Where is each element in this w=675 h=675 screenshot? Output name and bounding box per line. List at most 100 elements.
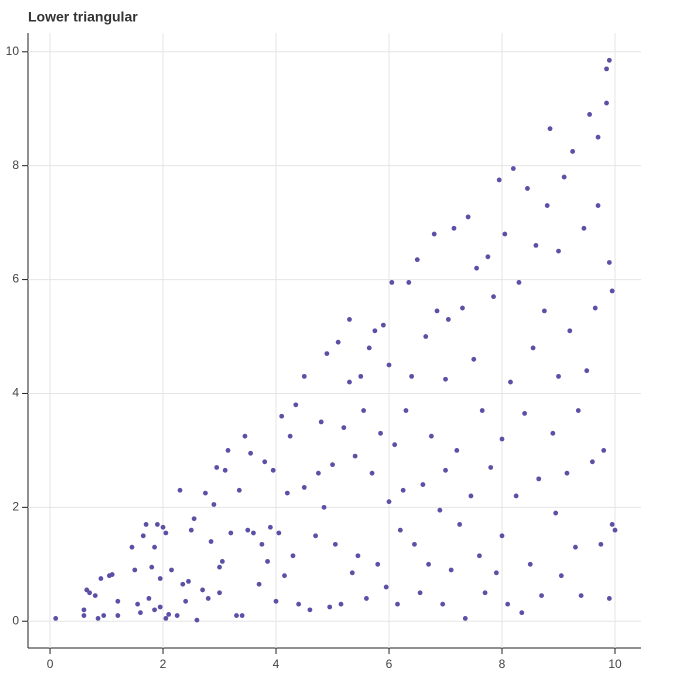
point bbox=[349, 570, 355, 576]
point bbox=[152, 544, 157, 550]
point bbox=[109, 572, 115, 577]
point bbox=[445, 317, 451, 322]
point bbox=[361, 408, 366, 413]
point bbox=[395, 601, 400, 607]
point bbox=[499, 533, 505, 539]
point bbox=[556, 373, 561, 379]
point bbox=[81, 613, 87, 618]
point bbox=[53, 615, 59, 621]
x-tick-label: 2 bbox=[160, 657, 167, 671]
point bbox=[251, 530, 256, 536]
point bbox=[573, 544, 578, 550]
point bbox=[375, 561, 381, 567]
point bbox=[595, 203, 601, 208]
grid bbox=[28, 33, 641, 648]
x-tick-label: 8 bbox=[499, 657, 506, 671]
point bbox=[406, 280, 412, 285]
point bbox=[222, 467, 228, 473]
point bbox=[496, 177, 502, 183]
point bbox=[219, 559, 225, 564]
point bbox=[606, 260, 612, 265]
point bbox=[307, 607, 313, 613]
point bbox=[397, 527, 403, 533]
point bbox=[488, 465, 494, 470]
point bbox=[95, 615, 101, 621]
point bbox=[499, 436, 505, 442]
point bbox=[437, 507, 443, 513]
point bbox=[352, 453, 358, 459]
point bbox=[115, 598, 121, 604]
point bbox=[87, 590, 92, 596]
point bbox=[386, 499, 392, 505]
point bbox=[479, 408, 485, 413]
point bbox=[140, 533, 146, 539]
point bbox=[609, 288, 615, 294]
point bbox=[491, 294, 496, 300]
point bbox=[132, 567, 138, 573]
point bbox=[598, 541, 604, 547]
point bbox=[327, 604, 333, 610]
point bbox=[366, 345, 372, 351]
point bbox=[279, 413, 285, 419]
point bbox=[315, 470, 321, 476]
point bbox=[236, 487, 242, 493]
point bbox=[324, 351, 330, 356]
point bbox=[364, 596, 369, 601]
point bbox=[177, 487, 183, 493]
point bbox=[428, 433, 434, 439]
y-tick-label: 6 bbox=[12, 272, 19, 286]
point bbox=[533, 243, 539, 248]
point bbox=[477, 553, 482, 559]
point bbox=[556, 248, 561, 254]
point bbox=[267, 524, 273, 530]
point bbox=[468, 493, 474, 499]
y-tick-label: 0 bbox=[12, 613, 19, 627]
point bbox=[276, 530, 282, 536]
point bbox=[225, 448, 231, 453]
x-tick-label: 0 bbox=[47, 657, 54, 671]
point bbox=[409, 373, 415, 379]
point bbox=[211, 502, 217, 507]
point bbox=[313, 533, 318, 539]
point bbox=[146, 596, 152, 601]
point bbox=[420, 482, 426, 487]
point bbox=[519, 610, 525, 616]
point bbox=[149, 564, 155, 570]
point bbox=[564, 470, 570, 476]
point bbox=[262, 459, 268, 465]
y-tick-label: 4 bbox=[12, 386, 19, 400]
point bbox=[601, 448, 607, 453]
point bbox=[400, 487, 406, 493]
point bbox=[338, 601, 344, 607]
point bbox=[208, 539, 214, 544]
point bbox=[510, 166, 516, 171]
point bbox=[383, 584, 389, 590]
point bbox=[609, 522, 615, 527]
point bbox=[301, 373, 307, 379]
point bbox=[191, 516, 197, 522]
point bbox=[443, 467, 448, 473]
point bbox=[604, 66, 609, 72]
points bbox=[53, 57, 618, 623]
point bbox=[332, 541, 338, 547]
point bbox=[567, 328, 573, 334]
point bbox=[347, 317, 352, 322]
x-tick-label: 10 bbox=[608, 657, 622, 671]
point bbox=[378, 430, 383, 436]
point bbox=[335, 339, 341, 345]
point bbox=[426, 561, 431, 567]
point bbox=[465, 214, 471, 220]
point bbox=[214, 465, 220, 470]
point bbox=[242, 433, 248, 439]
point bbox=[234, 613, 239, 618]
point bbox=[457, 522, 463, 527]
point bbox=[485, 254, 491, 260]
point bbox=[508, 379, 513, 385]
point bbox=[183, 598, 189, 604]
point bbox=[138, 610, 143, 616]
point bbox=[451, 225, 457, 231]
point bbox=[217, 590, 222, 596]
point bbox=[259, 541, 265, 547]
